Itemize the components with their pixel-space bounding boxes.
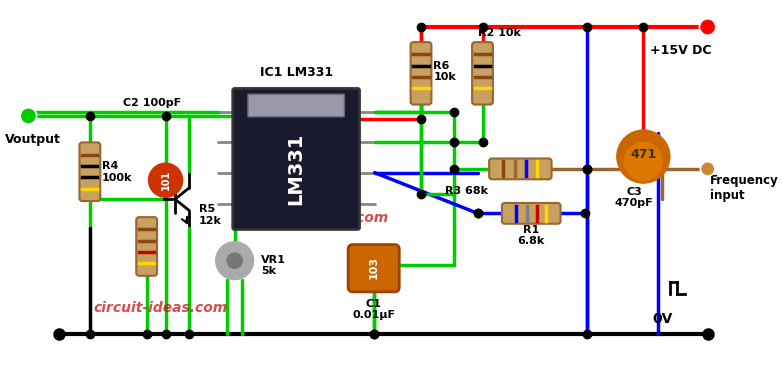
- FancyBboxPatch shape: [233, 89, 360, 230]
- Text: R5: R5: [199, 204, 215, 214]
- Text: 471: 471: [630, 148, 656, 161]
- Text: Frequency
input: Frequency input: [709, 174, 778, 201]
- FancyBboxPatch shape: [348, 245, 400, 292]
- Circle shape: [624, 142, 662, 180]
- Text: circuit-ideas.com: circuit-ideas.com: [255, 211, 389, 225]
- FancyBboxPatch shape: [489, 158, 551, 179]
- Circle shape: [227, 253, 242, 268]
- Circle shape: [702, 163, 713, 175]
- Circle shape: [701, 20, 714, 34]
- Text: R3 68k: R3 68k: [445, 186, 488, 196]
- Circle shape: [617, 130, 670, 183]
- Circle shape: [22, 109, 35, 123]
- Text: R4
100k: R4 100k: [102, 161, 133, 183]
- Text: circuit-ideas.com: circuit-ideas.com: [94, 301, 228, 315]
- Text: LM331: LM331: [287, 132, 306, 204]
- Text: C3
470pF: C3 470pF: [615, 187, 653, 208]
- FancyBboxPatch shape: [248, 94, 344, 117]
- Circle shape: [149, 163, 182, 197]
- Text: R2 10k: R2 10k: [478, 28, 521, 38]
- Text: R6
10k: R6 10k: [433, 61, 456, 82]
- Text: R1
6.8k: R1 6.8k: [518, 225, 545, 246]
- Text: C2 100pF: C2 100pF: [123, 99, 181, 108]
- FancyBboxPatch shape: [502, 203, 561, 224]
- FancyBboxPatch shape: [472, 42, 493, 104]
- Circle shape: [216, 242, 253, 280]
- Text: 0V: 0V: [652, 312, 673, 326]
- FancyBboxPatch shape: [136, 217, 157, 276]
- Text: IC1 LM331: IC1 LM331: [260, 66, 332, 79]
- Text: C1
0.01μF: C1 0.01μF: [352, 299, 395, 320]
- FancyBboxPatch shape: [80, 142, 100, 201]
- Text: Voutput: Voutput: [5, 133, 61, 146]
- Text: +15V DC: +15V DC: [651, 44, 712, 57]
- Text: 12k: 12k: [199, 216, 221, 226]
- Text: 101: 101: [160, 170, 170, 190]
- Text: VR1
5k: VR1 5k: [261, 255, 286, 276]
- FancyBboxPatch shape: [411, 42, 432, 104]
- Text: 103: 103: [368, 256, 378, 279]
